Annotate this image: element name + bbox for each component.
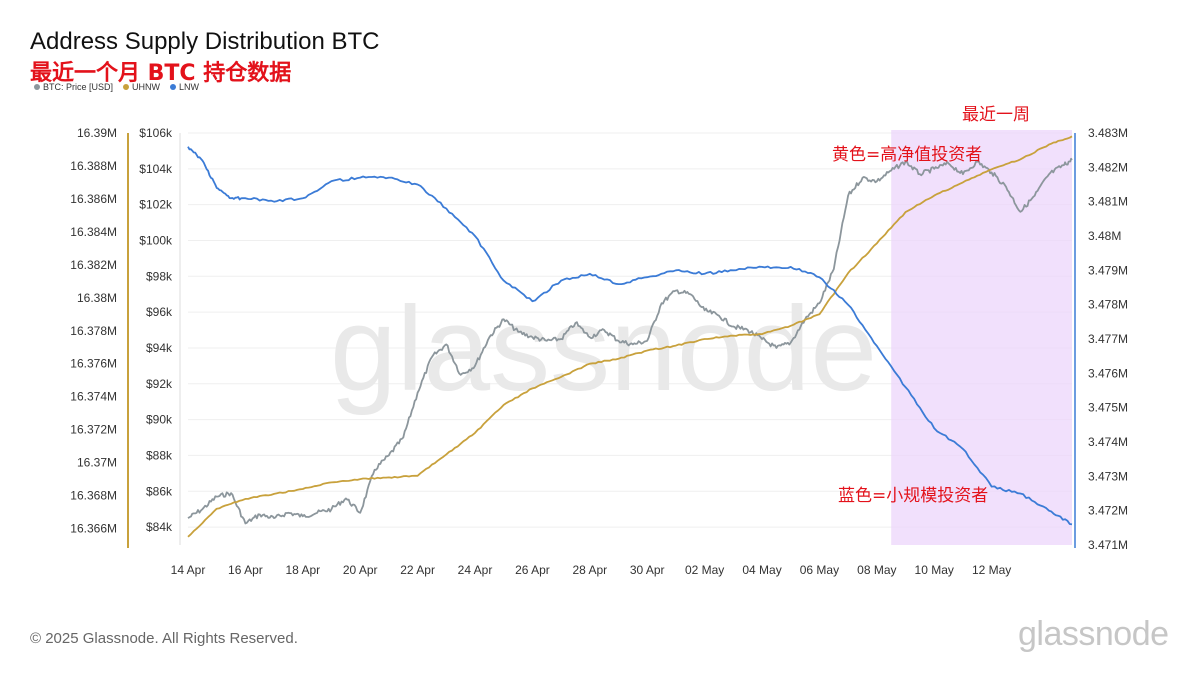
price-axis-tick: $106k [139,126,173,140]
lnw-axis-tick: 3.473M [1088,469,1128,483]
uhnw-axis-tick: 16.372M [70,423,117,437]
lnw-axis-tick: 3.48M [1088,229,1121,243]
uhnw-axis-tick: 16.376M [70,357,117,371]
page-title: Address Supply Distribution BTC [30,28,380,55]
legend-item-price[interactable]: BTC: Price [USD] [34,82,113,92]
x-axis-tick: 06 May [800,563,839,577]
x-axis-tick: 22 Apr [400,563,435,577]
week-annotation: 最近一周 [962,105,1030,125]
x-axis-tick: 28 Apr [572,563,607,577]
price-axis-tick: $100k [139,233,173,247]
uhnw-axis-tick: 16.384M [70,225,117,239]
blue-annotation: 蓝色=小规模投资者 [838,486,988,506]
lnw-axis-tick: 3.478M [1088,298,1128,312]
chart-legend: BTC: Price [USD] UHNW LNW [34,82,199,92]
x-axis-tick: 30 Apr [630,563,665,577]
x-axis-tick: 02 May [685,563,724,577]
price-axis-tick: $94k [146,341,173,355]
x-axis-tick: 04 May [742,563,781,577]
uhnw-axis-tick: 16.374M [70,390,117,404]
x-axis-tick: 08 May [857,563,896,577]
price-axis-tick: $86k [146,484,173,498]
price-axis-tick: $102k [139,198,173,212]
price-axis-tick: $92k [146,377,173,391]
uhnw-axis-tick: 16.368M [70,489,117,503]
axes: $106k $104k $102k $100k $98k $96k $94k $92k $90k… [70,126,1128,577]
uhnw-axis-tick: 16.38M [77,291,117,305]
price-axis-tick: $84k [146,520,173,534]
legend-swatch-lnw [170,84,177,90]
uhnw-axis-tick: 16.366M [70,522,117,536]
legend-item-lnw[interactable]: LNW [170,82,199,92]
lnw-axis-tick: 3.472M [1088,504,1128,518]
uhnw-axis-tick: 16.378M [70,324,117,338]
legend-swatch-price [34,84,40,90]
yellow-annotation: 黄色=高净值投资者 [832,145,982,165]
legend-label-lnw: LNW [179,82,200,92]
lnw-axis-tick: 3.477M [1088,332,1128,346]
uhnw-axis-tick: 16.37M [77,456,117,470]
recent-week-highlight [891,130,1072,545]
x-axis-tick: 18 Apr [285,563,320,577]
brand-logo[interactable]: glassnode [1018,615,1169,653]
page-subtitle: 最近一个月 BTC 持仓数据 [30,61,292,86]
legend-label-price: BTC: Price [USD] [43,82,114,92]
lnw-axis-tick: 3.474M [1088,435,1128,449]
x-axis-tick: 12 May [972,563,1011,577]
lnw-axis-tick: 3.471M [1088,538,1128,552]
x-axis-tick: 10 May [915,563,954,577]
lnw-axis-tick: 3.481M [1088,195,1128,209]
x-axis-tick: 26 Apr [515,563,550,577]
uhnw-axis-tick: 16.39M [77,126,117,140]
x-axis-tick: 24 Apr [458,563,493,577]
uhnw-axis-tick: 16.388M [70,159,117,173]
legend-swatch-uhnw [123,84,130,90]
x-axis-tick: 14 Apr [171,563,206,577]
x-axis-tick: 20 Apr [343,563,378,577]
lnw-axis-tick: 3.479M [1088,263,1128,277]
lnw-axis-tick: 3.483M [1088,126,1128,140]
price-axis-tick: $90k [146,413,173,427]
x-axis-tick: 16 Apr [228,563,263,577]
uhnw-axis-tick: 16.386M [70,192,117,206]
legend-label-uhnw: UHNW [132,82,161,92]
series-line-price [187,157,1073,525]
series-group [187,135,1073,538]
price-axis-tick: $96k [146,305,173,319]
uhnw-axis-tick: 16.382M [70,258,117,272]
lnw-axis-tick: 3.476M [1088,366,1128,380]
series-line-lnw [187,146,1073,526]
watermark: glassnode [330,282,877,416]
price-axis-tick: $88k [146,448,173,462]
lnw-axis-tick: 3.482M [1088,160,1128,174]
series-line-uhnw [187,135,1073,538]
lnw-axis-tick: 3.475M [1088,401,1128,415]
price-axis-tick: $98k [146,269,173,283]
copyright: © 2025 Glassnode. All Rights Reserved. [30,630,298,647]
price-axis-tick: $104k [139,162,173,176]
legend-item-uhnw[interactable]: UHNW [123,82,160,92]
